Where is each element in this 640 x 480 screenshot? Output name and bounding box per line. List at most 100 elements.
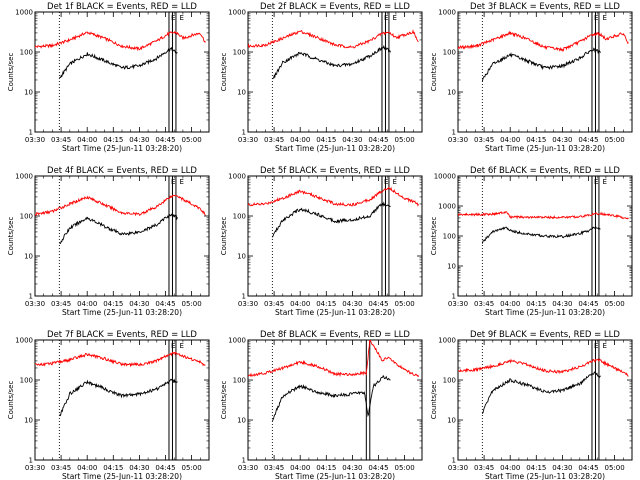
events-series-line xyxy=(271,201,391,238)
x-tick-label: 05:00 xyxy=(182,464,202,472)
x-axis-label: Start Time (25-Jun-11 03:28:20) xyxy=(485,308,605,317)
lld-series-line xyxy=(248,29,419,49)
x-axis-label: Start Time (25-Jun-11 03:28:20) xyxy=(62,308,182,317)
x-tick-label: 04:15 xyxy=(526,136,546,144)
x-tick-label: 04:30 xyxy=(129,136,149,144)
event-marker-label: E xyxy=(392,178,396,186)
x-tick-label: 03:30 xyxy=(448,464,468,472)
event-marker-label: E xyxy=(384,178,388,186)
x-tick-label: 04:45 xyxy=(368,300,388,308)
x-axis-label: Start Time (25-Jun-11 03:28:20) xyxy=(485,144,605,153)
y-axis-label: Counts/sec xyxy=(7,381,15,420)
x-tick-label: 04:30 xyxy=(552,464,572,472)
x-tick-label: 04:00 xyxy=(290,464,310,472)
plot-area xyxy=(35,340,206,460)
x-tick-label: 04:30 xyxy=(129,300,149,308)
y-tick-label: 10 xyxy=(237,89,246,97)
plot-area xyxy=(35,12,206,132)
y-tick-label: 100 xyxy=(233,49,246,57)
panel-title: Det 8f BLACK = Events, RED = LLD xyxy=(260,330,410,340)
x-axis-label: Start Time (25-Jun-11 03:28:20) xyxy=(275,472,395,480)
plot-frame xyxy=(457,339,633,461)
x-tick-label: 03:30 xyxy=(25,300,45,308)
event-marker-label: E xyxy=(594,178,598,186)
x-tick-label: 03:30 xyxy=(238,464,258,472)
y-tick-label: 100 xyxy=(233,377,246,385)
x-tick-label: 05:00 xyxy=(605,136,625,144)
y-tick-label: 1000 xyxy=(438,203,456,211)
y-tick-label: 1000 xyxy=(15,337,33,345)
x-tick-label: 03:30 xyxy=(25,136,45,144)
events-series-line xyxy=(59,46,178,79)
x-tick-label: 05:00 xyxy=(395,464,415,472)
x-tick-label: 04:00 xyxy=(500,464,520,472)
event-marker-label: E xyxy=(602,178,606,186)
y-tick-label: 1000 xyxy=(15,173,33,181)
x-tick-label: 03:45 xyxy=(264,136,284,144)
x-tick-label: 04:30 xyxy=(129,464,149,472)
y-tick-label: 1 xyxy=(242,293,246,301)
x-tick-label: 05:00 xyxy=(605,464,625,472)
x-tick-label: 03:45 xyxy=(474,136,494,144)
x-tick-label: 04:30 xyxy=(552,300,572,308)
plot-frame xyxy=(34,175,210,297)
y-tick-label: 1 xyxy=(29,457,33,465)
x-axis-label: Start Time (25-Jun-11 03:28:20) xyxy=(275,144,395,153)
x-tick-label: 03:45 xyxy=(264,464,284,472)
plot-frame xyxy=(457,11,633,133)
y-tick-label: 100 xyxy=(20,377,33,385)
y-tick-label: 1000 xyxy=(438,9,456,17)
x-tick-label: 04:00 xyxy=(77,300,97,308)
panel-det-6f: Det 6f BLACK = Events, RED = LLD 1 10 100 10… xyxy=(430,166,633,317)
panel-title: Det 4f BLACK = Events, RED = LLD xyxy=(47,166,197,176)
x-tick-label: 04:45 xyxy=(155,300,175,308)
panel-det-4f: Det 4f BLACK = Events, RED = LLD 1 10 100 10… xyxy=(7,166,210,317)
panel-det-8f: Det 8f BLACK = Events, RED = LLD 1 10 100 10… xyxy=(220,330,423,480)
x-tick-label: 03:45 xyxy=(264,300,284,308)
event-marker-label: E xyxy=(179,342,183,350)
event-marker-label: E xyxy=(384,14,388,22)
events-series-line xyxy=(481,47,601,82)
x-tick-label: 03:30 xyxy=(448,300,468,308)
y-tick-label: 1 xyxy=(242,129,246,137)
lld-series-line xyxy=(248,340,419,378)
y-tick-label: 10 xyxy=(447,417,456,425)
y-axis-label: Counts/sec xyxy=(430,381,438,420)
x-tick-label: 03:45 xyxy=(474,300,494,308)
event-marker-label: E xyxy=(594,14,598,22)
panel-title: Det 1f BLACK = Events, RED = LLD xyxy=(47,2,197,12)
x-tick-label: 03:30 xyxy=(238,136,258,144)
x-tick-label: 04:45 xyxy=(368,136,388,144)
panel-title: Det 6f BLACK = Events, RED = LLD xyxy=(470,166,620,176)
x-axis-label: Start Time (25-Jun-11 03:28:20) xyxy=(275,308,395,317)
y-tick-label: 1000 xyxy=(228,9,246,17)
y-tick-label: 100 xyxy=(443,233,456,241)
y-tick-label: 1000 xyxy=(228,173,246,181)
y-axis-label: Counts/sec xyxy=(220,381,228,420)
events-series-line xyxy=(59,213,178,245)
x-tick-label: 04:00 xyxy=(290,300,310,308)
plot-frame xyxy=(247,339,423,461)
x-tick-label: 04:15 xyxy=(103,464,123,472)
x-tick-label: 04:30 xyxy=(552,136,572,144)
plot-area xyxy=(458,340,629,460)
x-tick-label: 04:00 xyxy=(77,136,97,144)
x-tick-label: 04:45 xyxy=(155,464,175,472)
lld-series-line xyxy=(35,194,206,217)
y-tick-label: 1000 xyxy=(438,337,456,345)
panel-title: Det 2f BLACK = Events, RED = LLD xyxy=(260,2,410,12)
plot-area xyxy=(35,176,206,296)
x-tick-label: 04:15 xyxy=(526,300,546,308)
panel-title: Det 3f BLACK = Events, RED = LLD xyxy=(470,2,620,12)
y-tick-label: 1 xyxy=(452,457,456,465)
y-tick-label: 1 xyxy=(29,293,33,301)
panel-det-1f: Det 1f BLACK = Events, RED = LLD 1 10 100 10… xyxy=(7,2,210,153)
events-series-line xyxy=(59,378,178,417)
y-axis-label: Counts/sec xyxy=(430,53,438,92)
panel-det-7f: Det 7f BLACK = Events, RED = LLD 1 10 100 10… xyxy=(7,330,210,480)
event-marker-label: E xyxy=(392,14,396,22)
lld-series-line xyxy=(35,31,206,52)
x-tick-label: 05:00 xyxy=(182,136,202,144)
y-tick-label: 1 xyxy=(29,129,33,137)
